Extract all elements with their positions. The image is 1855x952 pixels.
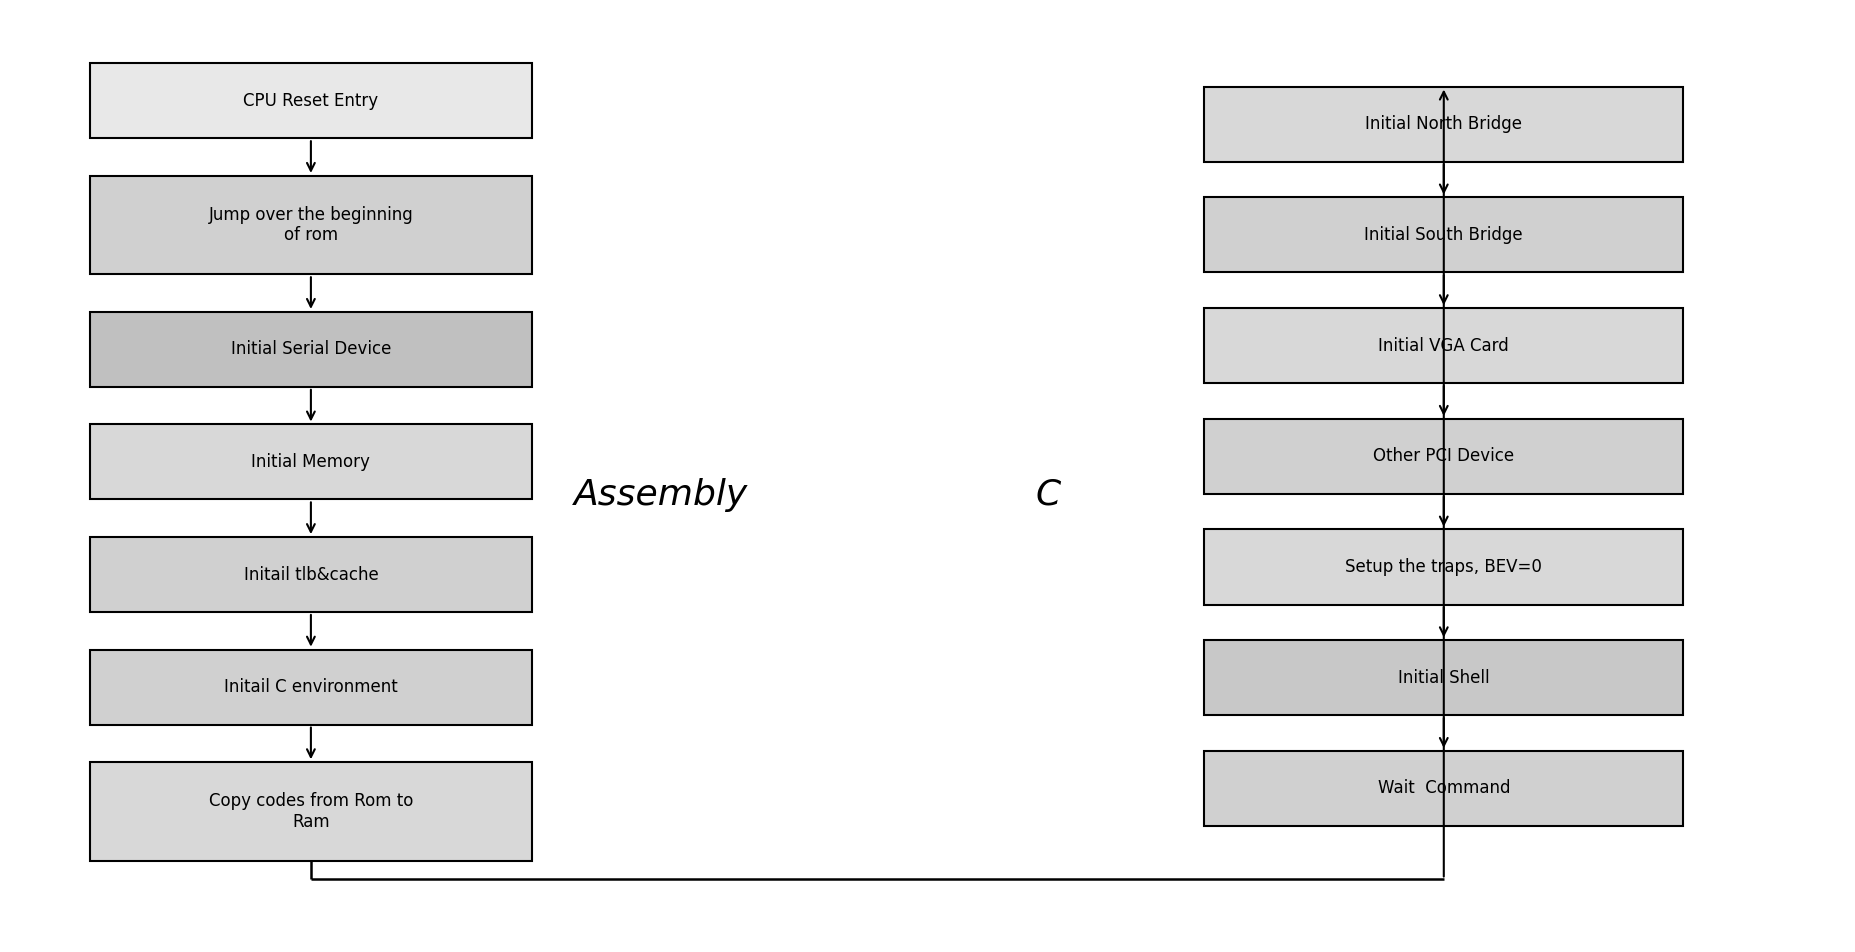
FancyBboxPatch shape [1204, 640, 1682, 715]
FancyBboxPatch shape [1204, 751, 1682, 826]
Text: CPU Reset Entry: CPU Reset Entry [243, 91, 378, 109]
Text: Initial Shell: Initial Shell [1397, 668, 1490, 686]
Text: Initial South Bridge: Initial South Bridge [1363, 226, 1523, 244]
Text: Setup the traps, BEV=0: Setup the traps, BEV=0 [1345, 558, 1542, 576]
FancyBboxPatch shape [1204, 529, 1682, 605]
Text: Initail C environment: Initail C environment [224, 678, 397, 696]
FancyBboxPatch shape [89, 63, 532, 138]
Text: C: C [1035, 478, 1059, 512]
FancyBboxPatch shape [89, 312, 532, 387]
Text: Initial Serial Device: Initial Serial Device [230, 341, 391, 358]
FancyBboxPatch shape [89, 649, 532, 724]
FancyBboxPatch shape [1204, 419, 1682, 494]
FancyBboxPatch shape [89, 537, 532, 612]
Text: Initial Memory: Initial Memory [250, 453, 371, 471]
Text: Initail tlb&cache: Initail tlb&cache [243, 565, 378, 584]
FancyBboxPatch shape [1204, 87, 1682, 162]
Text: Copy codes from Rom to
Ram: Copy codes from Rom to Ram [208, 792, 414, 831]
FancyBboxPatch shape [89, 425, 532, 500]
Text: Initial North Bridge: Initial North Bridge [1365, 115, 1521, 133]
Text: Wait  Command: Wait Command [1376, 780, 1510, 798]
FancyBboxPatch shape [89, 176, 532, 274]
Text: Jump over the beginning
of rom: Jump over the beginning of rom [208, 206, 414, 245]
FancyBboxPatch shape [1204, 308, 1682, 383]
Text: Initial VGA Card: Initial VGA Card [1378, 337, 1508, 354]
FancyBboxPatch shape [1204, 197, 1682, 272]
Text: Other PCI Device: Other PCI Device [1373, 447, 1514, 466]
Text: Assembly: Assembly [573, 478, 748, 512]
FancyBboxPatch shape [89, 763, 532, 861]
